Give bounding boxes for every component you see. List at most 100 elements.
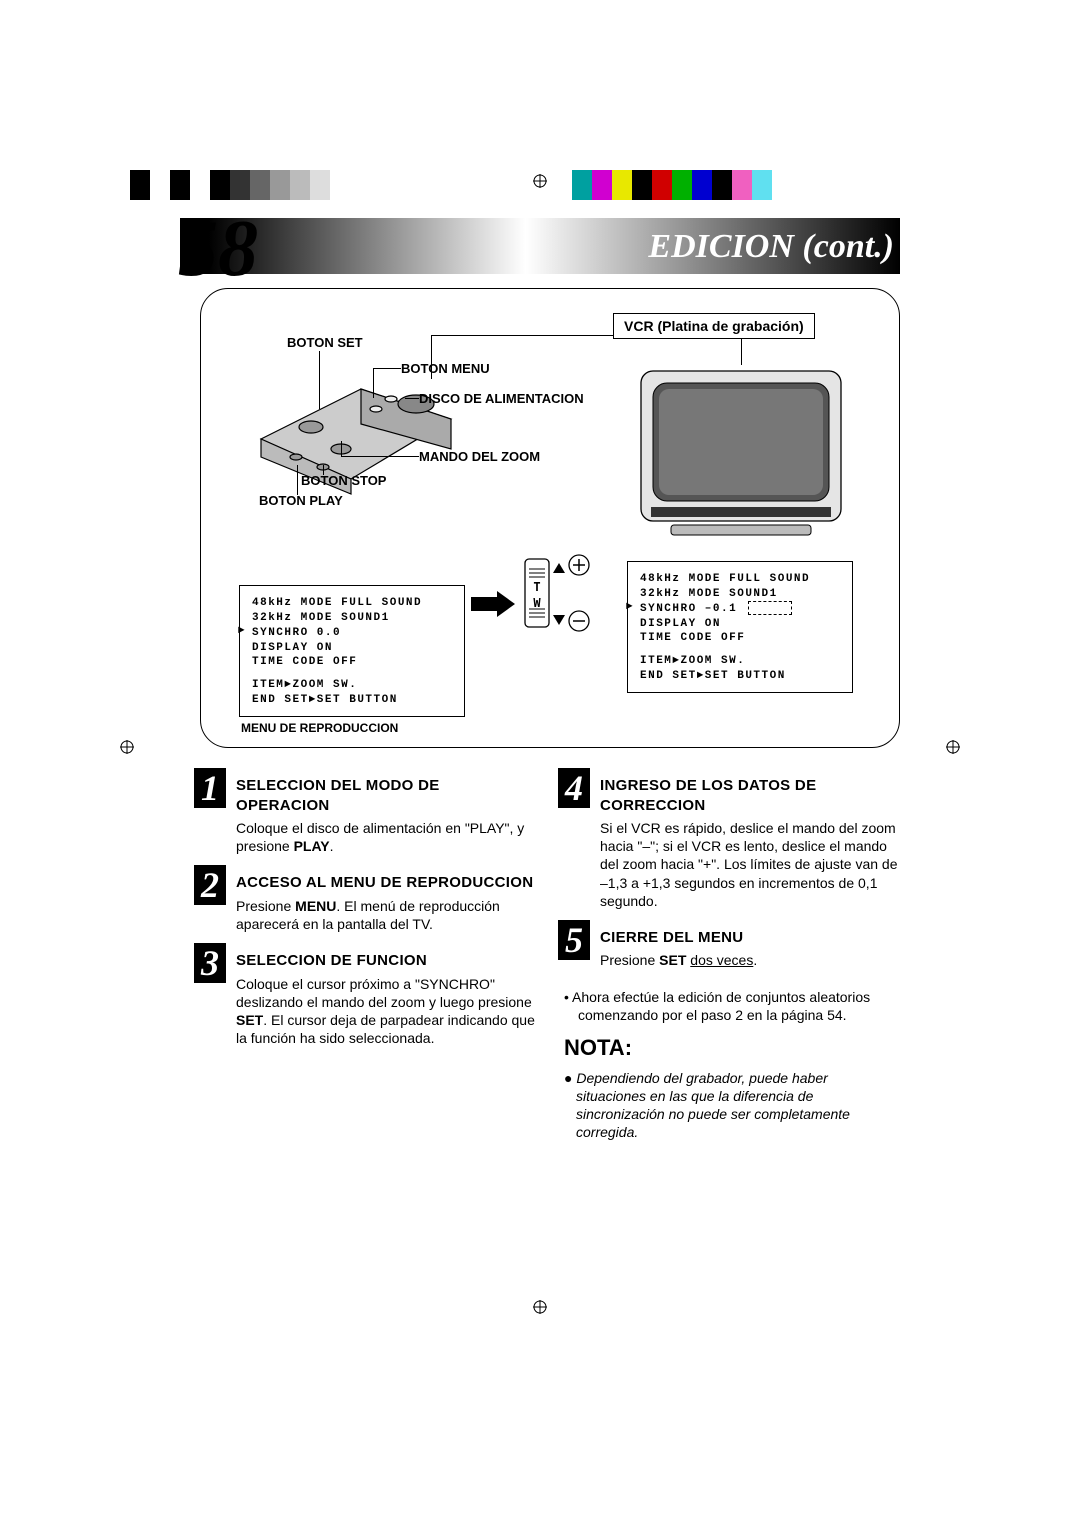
color-swatch [672, 170, 692, 200]
menu-line: TIME CODE OFF [640, 631, 840, 646]
step-4: 4 INGRESO DE LOS DATOS DE CORRECCION Si … [564, 776, 900, 910]
nota-heading: NOTA: [564, 1034, 900, 1063]
menu-caption: MENU DE REPRODUCCION [241, 721, 398, 735]
menu-line: 48kHz MODE FULL SOUND [252, 596, 452, 611]
callout-line [319, 351, 320, 409]
step-5: 5 CIERRE DEL MENU Presione SET dos veces… [564, 928, 900, 970]
menu-line: 32kHz MODE SOUND1 [640, 587, 840, 602]
color-swatch [250, 170, 270, 200]
menu-reproduccion-right: ► 48kHz MODE FULL SOUND 32kHz MODE SOUND… [627, 561, 853, 693]
menu-line-wrap: SYNCHRO –0.1 [640, 602, 840, 617]
color-swatch [612, 170, 632, 200]
step-columns: 1 SELECCION DEL MODO DE OPERACION Coloqu… [200, 776, 900, 1141]
callout-line [341, 456, 419, 457]
menu-line: DISPLAY ON [252, 641, 452, 656]
callout-disco: DISCO DE ALIMENTACION [419, 391, 584, 406]
page-number: 58 [178, 204, 258, 295]
right-column: 4 INGRESO DE LOS DATOS DE CORRECCION Si … [564, 776, 900, 1141]
step-body: Presione MENU. El menú de reproducción a… [236, 897, 536, 933]
callout-line [373, 368, 401, 369]
step-number: 1 [194, 768, 226, 808]
color-swatch [270, 170, 290, 200]
step-body: Coloque el disco de alimentación en "PLA… [236, 819, 536, 855]
menu-line: 32kHz MODE SOUND1 [252, 611, 452, 626]
menu-line: ITEM►ZOOM SW. [640, 654, 840, 669]
step-1: 1 SELECCION DEL MODO DE OPERACION Coloqu… [200, 776, 536, 855]
color-swatch [290, 170, 310, 200]
menu-line: 48kHz MODE FULL SOUND [640, 572, 840, 587]
color-swatch [732, 170, 752, 200]
bullet-after-step5: • Ahora efectúe la edición de conjuntos … [564, 988, 900, 1024]
color-swatch [150, 170, 170, 200]
callout-boton-set: BOTON SET [287, 335, 363, 350]
callout-mando-zoom: MANDO DEL ZOOM [419, 449, 540, 464]
step-title: ACCESO AL MENU DE REPRODUCCION [236, 873, 536, 893]
step-title: SELECCION DE FUNCION [236, 951, 536, 971]
color-swatch [692, 170, 712, 200]
step-number: 3 [194, 943, 226, 983]
color-swatch [230, 170, 250, 200]
color-swatch [572, 170, 592, 200]
cursor-arrow-icon: ► [626, 600, 634, 615]
svg-text:W: W [533, 596, 541, 610]
svg-text:T: T [533, 580, 540, 594]
reg-mark-top [533, 174, 547, 188]
menu-reproduccion-left: ► 48kHz MODE FULL SOUND 32kHz MODE SOUND… [239, 585, 465, 717]
color-bar-left [130, 170, 330, 200]
dashed-highlight [748, 601, 792, 615]
callout-boton-play: BOTON PLAY [259, 493, 343, 508]
header-title: EDICION (cont.) [648, 228, 894, 266]
menu-line: SYNCHRO 0.0 [252, 626, 452, 641]
arrow-icon [471, 591, 515, 617]
color-swatch [130, 170, 150, 200]
tv-illustration [631, 361, 851, 541]
color-swatch [632, 170, 652, 200]
color-swatch [310, 170, 330, 200]
callout-line [297, 465, 298, 495]
color-bar-right [572, 170, 772, 200]
callout-line [405, 398, 419, 399]
menu-line: END SET►SET BUTTON [252, 693, 452, 708]
nota-text: Dependiendo del grabador, puede haber si… [576, 1070, 850, 1141]
step-body: Presione SET dos veces. [600, 951, 900, 969]
reg-mark-right [946, 740, 960, 754]
callout-boton-menu: BOTON MENU [401, 361, 490, 376]
step-number: 2 [194, 865, 226, 905]
reg-mark-bottom [533, 1300, 547, 1314]
reg-mark-left [120, 740, 134, 754]
menu-line: ITEM►ZOOM SW. [252, 678, 452, 693]
step-title: INGRESO DE LOS DATOS DE CORRECCION [600, 776, 900, 815]
step-3: 3 SELECCION DE FUNCION Coloque el cursor… [200, 951, 536, 1047]
color-swatch [752, 170, 772, 200]
connector-line [431, 335, 432, 379]
vcr-label: VCR (Platina de grabación) [613, 313, 815, 339]
color-swatch [592, 170, 612, 200]
step-body: Si el VCR es rápido, deslice el mando de… [600, 819, 900, 910]
bullet-text: Ahora efectúe la edición de conjuntos al… [572, 989, 870, 1023]
step-title: SELECCION DEL MODO DE OPERACION [236, 776, 536, 815]
color-swatch [170, 170, 190, 200]
step-title: CIERRE DEL MENU [600, 928, 900, 948]
connector-line [741, 335, 742, 365]
step-2: 2 ACCESO AL MENU DE REPRODUCCION Presion… [200, 873, 536, 933]
color-swatch [652, 170, 672, 200]
menu-line: END SET►SET BUTTON [640, 669, 840, 684]
cursor-arrow-icon: ► [238, 624, 246, 639]
color-swatch [210, 170, 230, 200]
page-frame: 58 EDICION (cont.) VCR (Platina de graba… [180, 218, 900, 1278]
spacer [640, 646, 840, 654]
zoom-control-icon: T W [511, 547, 601, 637]
figure-box: VCR (Platina de grabación) BOTON SET BOT… [200, 288, 900, 748]
step-body: Coloque el cursor próximo a "SYNCHRO" de… [236, 975, 536, 1048]
connector-line [431, 335, 627, 336]
left-column: 1 SELECCION DEL MODO DE OPERACION Coloqu… [200, 776, 536, 1141]
callout-line [323, 465, 324, 475]
menu-line: TIME CODE OFF [252, 655, 452, 670]
menu-line: SYNCHRO –0.1 [640, 603, 737, 615]
color-swatch [190, 170, 210, 200]
callout-line [373, 368, 374, 398]
color-swatch [712, 170, 732, 200]
callout-boton-stop: BOTON STOP [301, 473, 386, 488]
menu-line: DISPLAY ON [640, 617, 840, 632]
step-number: 4 [558, 768, 590, 808]
